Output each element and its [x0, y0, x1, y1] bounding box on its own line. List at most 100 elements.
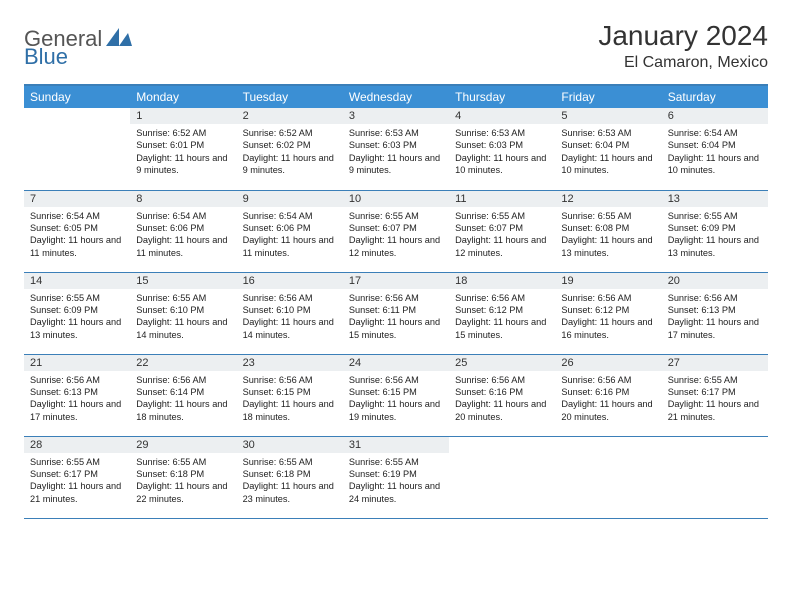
day-number: 16 — [237, 273, 343, 289]
calendar-day-cell — [555, 436, 661, 518]
day-number: 2 — [237, 108, 343, 124]
day-content: Sunrise: 6:56 AMSunset: 6:10 PMDaylight:… — [237, 289, 343, 346]
day-content: Sunrise: 6:56 AMSunset: 6:11 PMDaylight:… — [343, 289, 449, 346]
day-content: Sunrise: 6:55 AMSunset: 6:17 PMDaylight:… — [662, 371, 768, 428]
day-number: 3 — [343, 108, 449, 124]
logo-subline: Blue — [24, 44, 68, 70]
calendar-day-cell: 20Sunrise: 6:56 AMSunset: 6:13 PMDayligh… — [662, 272, 768, 354]
weekday-header-row: SundayMondayTuesdayWednesdayThursdayFrid… — [24, 85, 768, 108]
calendar-day-cell: 30Sunrise: 6:55 AMSunset: 6:18 PMDayligh… — [237, 436, 343, 518]
day-content: Sunrise: 6:55 AMSunset: 6:17 PMDaylight:… — [24, 453, 130, 510]
calendar-day-cell: 9Sunrise: 6:54 AMSunset: 6:06 PMDaylight… — [237, 190, 343, 272]
calendar-day-cell: 7Sunrise: 6:54 AMSunset: 6:05 PMDaylight… — [24, 190, 130, 272]
calendar-day-cell: 6Sunrise: 6:54 AMSunset: 6:04 PMDaylight… — [662, 108, 768, 190]
day-content: Sunrise: 6:55 AMSunset: 6:09 PMDaylight:… — [662, 207, 768, 264]
day-number: 15 — [130, 273, 236, 289]
day-content: Sunrise: 6:56 AMSunset: 6:12 PMDaylight:… — [555, 289, 661, 346]
calendar-day-cell: 2Sunrise: 6:52 AMSunset: 6:02 PMDaylight… — [237, 108, 343, 190]
day-number: 11 — [449, 191, 555, 207]
day-number: 25 — [449, 355, 555, 371]
calendar-day-cell: 29Sunrise: 6:55 AMSunset: 6:18 PMDayligh… — [130, 436, 236, 518]
day-content: Sunrise: 6:54 AMSunset: 6:06 PMDaylight:… — [237, 207, 343, 264]
day-content: Sunrise: 6:55 AMSunset: 6:19 PMDaylight:… — [343, 453, 449, 510]
day-number: 6 — [662, 108, 768, 124]
weekday-header: Thursday — [449, 85, 555, 108]
day-content: Sunrise: 6:56 AMSunset: 6:13 PMDaylight:… — [662, 289, 768, 346]
day-content: Sunrise: 6:54 AMSunset: 6:05 PMDaylight:… — [24, 207, 130, 264]
calendar-table: SundayMondayTuesdayWednesdayThursdayFrid… — [24, 84, 768, 519]
logo-triangle-icon — [106, 28, 132, 51]
calendar-day-cell: 18Sunrise: 6:56 AMSunset: 6:12 PMDayligh… — [449, 272, 555, 354]
day-number: 4 — [449, 108, 555, 124]
day-number: 24 — [343, 355, 449, 371]
calendar-week-row: 7Sunrise: 6:54 AMSunset: 6:05 PMDaylight… — [24, 190, 768, 272]
calendar-day-cell: 15Sunrise: 6:55 AMSunset: 6:10 PMDayligh… — [130, 272, 236, 354]
calendar-day-cell: 17Sunrise: 6:56 AMSunset: 6:11 PMDayligh… — [343, 272, 449, 354]
title-block: January 2024 El Camaron, Mexico — [598, 20, 768, 72]
day-number: 10 — [343, 191, 449, 207]
day-content: Sunrise: 6:53 AMSunset: 6:04 PMDaylight:… — [555, 124, 661, 181]
weekday-header: Monday — [130, 85, 236, 108]
day-content: Sunrise: 6:55 AMSunset: 6:10 PMDaylight:… — [130, 289, 236, 346]
calendar-day-cell: 31Sunrise: 6:55 AMSunset: 6:19 PMDayligh… — [343, 436, 449, 518]
calendar-day-cell: 4Sunrise: 6:53 AMSunset: 6:03 PMDaylight… — [449, 108, 555, 190]
calendar-day-cell — [24, 108, 130, 190]
day-number: 31 — [343, 437, 449, 453]
location: El Camaron, Mexico — [598, 54, 768, 72]
day-content: Sunrise: 6:53 AMSunset: 6:03 PMDaylight:… — [449, 124, 555, 181]
calendar-day-cell: 28Sunrise: 6:55 AMSunset: 6:17 PMDayligh… — [24, 436, 130, 518]
calendar-body: 1Sunrise: 6:52 AMSunset: 6:01 PMDaylight… — [24, 108, 768, 518]
day-content: Sunrise: 6:55 AMSunset: 6:08 PMDaylight:… — [555, 207, 661, 264]
calendar-week-row: 28Sunrise: 6:55 AMSunset: 6:17 PMDayligh… — [24, 436, 768, 518]
weekday-header: Friday — [555, 85, 661, 108]
day-number: 14 — [24, 273, 130, 289]
weekday-header: Tuesday — [237, 85, 343, 108]
day-number: 20 — [662, 273, 768, 289]
day-number: 1 — [130, 108, 236, 124]
day-content: Sunrise: 6:55 AMSunset: 6:09 PMDaylight:… — [24, 289, 130, 346]
weekday-header: Sunday — [24, 85, 130, 108]
day-content: Sunrise: 6:54 AMSunset: 6:06 PMDaylight:… — [130, 207, 236, 264]
day-number: 30 — [237, 437, 343, 453]
day-number: 23 — [237, 355, 343, 371]
day-content: Sunrise: 6:55 AMSunset: 6:18 PMDaylight:… — [237, 453, 343, 510]
calendar-day-cell: 3Sunrise: 6:53 AMSunset: 6:03 PMDaylight… — [343, 108, 449, 190]
day-content: Sunrise: 6:56 AMSunset: 6:15 PMDaylight:… — [237, 371, 343, 428]
calendar-day-cell: 13Sunrise: 6:55 AMSunset: 6:09 PMDayligh… — [662, 190, 768, 272]
month-title: January 2024 — [598, 20, 768, 52]
calendar-day-cell: 5Sunrise: 6:53 AMSunset: 6:04 PMDaylight… — [555, 108, 661, 190]
day-number: 26 — [555, 355, 661, 371]
calendar-week-row: 14Sunrise: 6:55 AMSunset: 6:09 PMDayligh… — [24, 272, 768, 354]
weekday-header: Wednesday — [343, 85, 449, 108]
day-number: 9 — [237, 191, 343, 207]
day-content: Sunrise: 6:53 AMSunset: 6:03 PMDaylight:… — [343, 124, 449, 181]
day-content: Sunrise: 6:55 AMSunset: 6:07 PMDaylight:… — [449, 207, 555, 264]
day-content: Sunrise: 6:56 AMSunset: 6:16 PMDaylight:… — [449, 371, 555, 428]
calendar-day-cell: 21Sunrise: 6:56 AMSunset: 6:13 PMDayligh… — [24, 354, 130, 436]
day-content: Sunrise: 6:52 AMSunset: 6:02 PMDaylight:… — [237, 124, 343, 181]
day-number: 5 — [555, 108, 661, 124]
calendar-day-cell: 24Sunrise: 6:56 AMSunset: 6:15 PMDayligh… — [343, 354, 449, 436]
day-content: Sunrise: 6:54 AMSunset: 6:04 PMDaylight:… — [662, 124, 768, 181]
calendar-day-cell: 26Sunrise: 6:56 AMSunset: 6:16 PMDayligh… — [555, 354, 661, 436]
day-number: 22 — [130, 355, 236, 371]
day-content: Sunrise: 6:56 AMSunset: 6:13 PMDaylight:… — [24, 371, 130, 428]
calendar-day-cell: 14Sunrise: 6:55 AMSunset: 6:09 PMDayligh… — [24, 272, 130, 354]
calendar-week-row: 21Sunrise: 6:56 AMSunset: 6:13 PMDayligh… — [24, 354, 768, 436]
calendar-day-cell: 11Sunrise: 6:55 AMSunset: 6:07 PMDayligh… — [449, 190, 555, 272]
day-content: Sunrise: 6:55 AMSunset: 6:18 PMDaylight:… — [130, 453, 236, 510]
calendar-day-cell: 23Sunrise: 6:56 AMSunset: 6:15 PMDayligh… — [237, 354, 343, 436]
day-number: 13 — [662, 191, 768, 207]
calendar-day-cell — [449, 436, 555, 518]
calendar-day-cell: 10Sunrise: 6:55 AMSunset: 6:07 PMDayligh… — [343, 190, 449, 272]
day-number: 7 — [24, 191, 130, 207]
day-number: 28 — [24, 437, 130, 453]
weekday-header: Saturday — [662, 85, 768, 108]
day-content: Sunrise: 6:52 AMSunset: 6:01 PMDaylight:… — [130, 124, 236, 181]
day-content: Sunrise: 6:55 AMSunset: 6:07 PMDaylight:… — [343, 207, 449, 264]
logo-text-blue: Blue — [24, 44, 68, 69]
day-number: 17 — [343, 273, 449, 289]
calendar-day-cell: 16Sunrise: 6:56 AMSunset: 6:10 PMDayligh… — [237, 272, 343, 354]
day-content: Sunrise: 6:56 AMSunset: 6:12 PMDaylight:… — [449, 289, 555, 346]
day-content: Sunrise: 6:56 AMSunset: 6:15 PMDaylight:… — [343, 371, 449, 428]
